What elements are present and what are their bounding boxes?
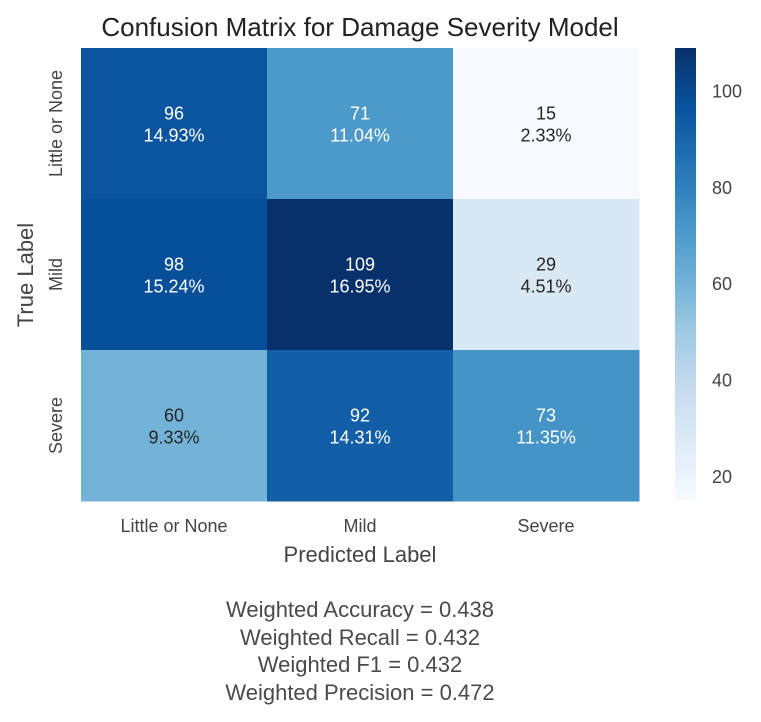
heatmap-cell (453, 48, 640, 200)
y-tick-label: Mild (46, 258, 66, 291)
x-tick-label: Mild (343, 516, 376, 536)
cell-count-label: 15 (536, 104, 556, 124)
weighted-recall: Weighted Recall = 0.432 (240, 624, 480, 650)
heatmap-cell (81, 199, 268, 351)
x-tick-label: Severe (517, 516, 574, 536)
weighted-f1: Weighted F1 = 0.432 (257, 652, 463, 678)
heatmap-cell (81, 48, 268, 200)
cell-percent-label: 9.33% (148, 428, 199, 448)
cell-percent-label: 4.51% (520, 277, 571, 297)
cell-percent-label: 14.31% (329, 428, 390, 448)
cell-percent-label: 11.35% (516, 428, 576, 448)
weighted-accuracy: Weighted Accuracy = 0.438 (225, 597, 495, 622)
colorbar-tick-label: 100 (712, 81, 742, 101)
heatmap-cell (453, 350, 640, 502)
cell-count-label: 96 (164, 104, 184, 124)
x-tick-labels: Little or None Mild Severe (120, 516, 574, 536)
heatmap-cell (81, 350, 268, 502)
weighted-precision: Weighted Precision = 0.472 (225, 680, 495, 706)
colorbar-tick-label: 80 (712, 178, 732, 198)
chart-title: Confusion Matrix for Damage Severity Mod… (101, 12, 618, 42)
cell-percent-label: 2.33% (520, 126, 571, 146)
colorbar-tick-label: 60 (712, 274, 732, 294)
cell-count-label: 109 (345, 255, 375, 275)
cell-percent-label: 15.24% (143, 277, 204, 297)
cell-count-label: 98 (164, 255, 184, 275)
cell-percent-label: 11.04% (330, 126, 390, 146)
y-tick-labels: Little or None Mild Severe (46, 70, 66, 454)
heatmap-cells (81, 48, 640, 502)
cell-count-label: 71 (350, 104, 370, 124)
cell-count-label: 60 (164, 406, 184, 426)
colorbar-tick-label: 20 (712, 467, 732, 487)
colorbar-ticks: 20 40 60 80 100 (712, 81, 742, 487)
x-axis-label: Predicted Label (284, 542, 437, 567)
y-tick-label: Little or None (46, 70, 66, 177)
colorbar (675, 48, 696, 501)
cell-count-label: 73 (536, 406, 556, 426)
heatmap-cell (267, 48, 454, 200)
heatmap-cell (267, 199, 454, 351)
y-axis-label: True Label (13, 223, 38, 327)
cell-percent-label: 16.95% (329, 277, 390, 297)
heatmap-cell (267, 350, 454, 502)
cell-percent-label: 14.93% (143, 126, 204, 146)
x-tick-label: Little or None (120, 516, 227, 536)
cell-count-label: 92 (350, 406, 370, 426)
weighted-metrics: Weighted Accuracy = 0.438 Weighted Recal… (0, 596, 720, 707)
cell-count-label: 29 (536, 255, 556, 275)
y-tick-label: Severe (46, 397, 66, 454)
heatmap-cell (453, 199, 640, 351)
colorbar-tick-label: 40 (712, 371, 732, 391)
